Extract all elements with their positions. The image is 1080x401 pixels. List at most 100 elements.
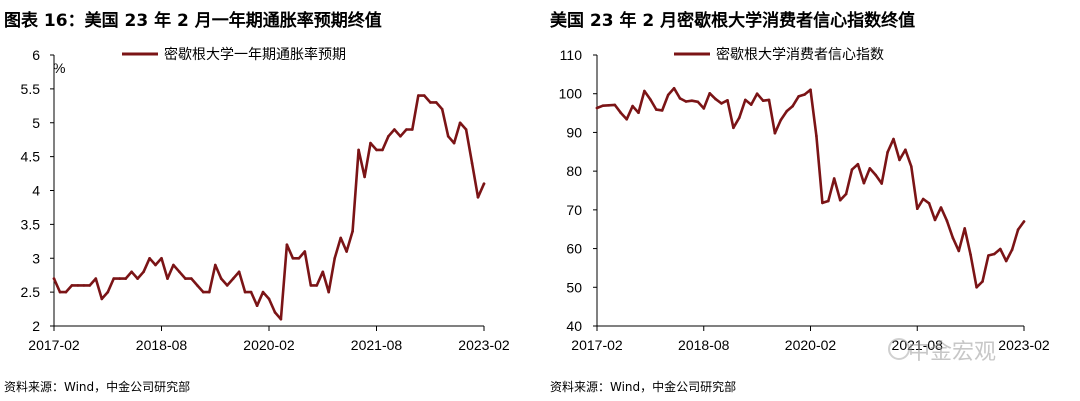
- x-tick-label: 2018-08: [678, 337, 730, 353]
- chart-title: 美国 23 年 2 月密歇根大学消费者信心指数终值: [550, 11, 916, 31]
- chart-panel-inflation-expectation: 图表 16：美国 23 年 2 月一年期通胀率预期终值 2 2.5 3 3.5 4 4.5…: [4, 11, 510, 394]
- y-tick-label: 70: [566, 202, 582, 218]
- data-point: [273, 311, 277, 314]
- data-point: [315, 284, 319, 287]
- source-note: 资料来源：Wind，中金公司研究部: [550, 380, 737, 394]
- data-point: [375, 148, 378, 152]
- data-point: [874, 173, 877, 177]
- data-point: [58, 290, 62, 294]
- watermark: 中金宏观: [908, 340, 997, 365]
- data-point: [243, 290, 247, 294]
- data-point: [166, 277, 169, 280]
- data-point: [690, 99, 694, 102]
- data-point: [76, 284, 80, 287]
- data-point: [607, 104, 611, 107]
- data-point: [856, 162, 860, 166]
- data-point: [291, 257, 295, 260]
- data-point: [631, 104, 634, 108]
- data-point: [809, 88, 812, 92]
- y-tick-label: 110: [560, 47, 583, 63]
- data-point: [643, 89, 646, 93]
- data-point: [255, 304, 259, 308]
- data-point: [939, 206, 943, 209]
- data-point: [827, 199, 830, 203]
- data-point: [112, 277, 115, 280]
- x-tick-label: 2020-02: [243, 337, 295, 353]
- y-tick-label: 3: [32, 250, 40, 266]
- data-point: [52, 277, 56, 280]
- y-tick-label: 40: [566, 318, 582, 334]
- data-point: [94, 277, 98, 280]
- data-point: [208, 290, 211, 294]
- data-point: [595, 106, 599, 110]
- data-point: [601, 104, 605, 107]
- y-tick-label: 5: [32, 115, 40, 131]
- y-tick-label: 50: [566, 279, 582, 295]
- data-point: [429, 101, 432, 104]
- data-point: [130, 270, 133, 274]
- data-point: [458, 121, 462, 125]
- data-point: [761, 99, 765, 102]
- data-point: [821, 201, 824, 205]
- data-point: [655, 108, 658, 111]
- data-point: [106, 290, 110, 294]
- data-point: [327, 290, 331, 294]
- data-point: [154, 263, 157, 267]
- legend-label: 密歇根大学消费者信心指数: [716, 46, 884, 62]
- data-point: [1022, 220, 1026, 223]
- y-tick-label: 60: [566, 241, 582, 257]
- data-point: [405, 128, 408, 131]
- data-point: [345, 250, 348, 253]
- data-point: [880, 182, 883, 185]
- y-tick-label: 2.5: [21, 284, 41, 300]
- data-point: [464, 128, 468, 131]
- line-chart-inflation-expectation: 2 2.5 3 3.5 4 4.5 5 5.5 6% 2017-02 2018-08 2020-02 2…: [21, 46, 510, 353]
- data-point: [886, 150, 889, 154]
- data-point: [452, 141, 456, 145]
- data-point: [921, 197, 925, 201]
- data-point: [172, 263, 175, 267]
- data-point: [219, 277, 223, 280]
- x-tick-label: 2017-02: [571, 337, 623, 353]
- wechat-icon: [888, 338, 910, 360]
- x-tick-label: 2023-02: [998, 337, 1050, 353]
- data-point: [868, 167, 872, 170]
- data-point: [417, 94, 420, 97]
- data-point: [916, 207, 919, 210]
- data-point: [767, 98, 771, 102]
- data-point: [476, 196, 480, 199]
- data-point: [696, 100, 700, 104]
- data-point: [363, 175, 366, 179]
- data-point: [951, 236, 955, 239]
- data-point: [749, 103, 753, 106]
- data-point: [708, 92, 711, 95]
- chart-title: 图表 16：美国 23 年 2 月一年期通胀率预期终值: [4, 11, 382, 31]
- data-point: [160, 257, 163, 260]
- data-point: [64, 290, 68, 294]
- data-point: [803, 93, 806, 96]
- x-tick-label: 2021-08: [351, 337, 403, 353]
- data-point: [184, 277, 187, 280]
- data-point: [434, 101, 438, 104]
- y-tick-label: 2: [32, 318, 40, 334]
- y-tick-label: 5.5: [21, 81, 41, 97]
- data-point: [1016, 228, 1020, 231]
- data-point: [779, 118, 783, 122]
- data-point: [440, 107, 444, 111]
- data-point: [720, 102, 723, 105]
- data-point: [339, 236, 343, 240]
- y-tick-label: 90: [566, 124, 582, 140]
- x-tick-label: 2018-08: [136, 337, 188, 353]
- y-tick-label: 4.5: [21, 149, 41, 165]
- data-point: [957, 249, 961, 253]
- data-point: [637, 111, 640, 114]
- data-point: [190, 277, 193, 280]
- data-point: [927, 202, 931, 205]
- data-point: [237, 270, 241, 274]
- data-point: [625, 118, 628, 121]
- data-point: [482, 182, 486, 185]
- series-line: [595, 87, 1026, 289]
- y-tick-label: 3.5: [21, 216, 41, 232]
- data-point: [672, 87, 676, 90]
- data-point: [136, 277, 139, 280]
